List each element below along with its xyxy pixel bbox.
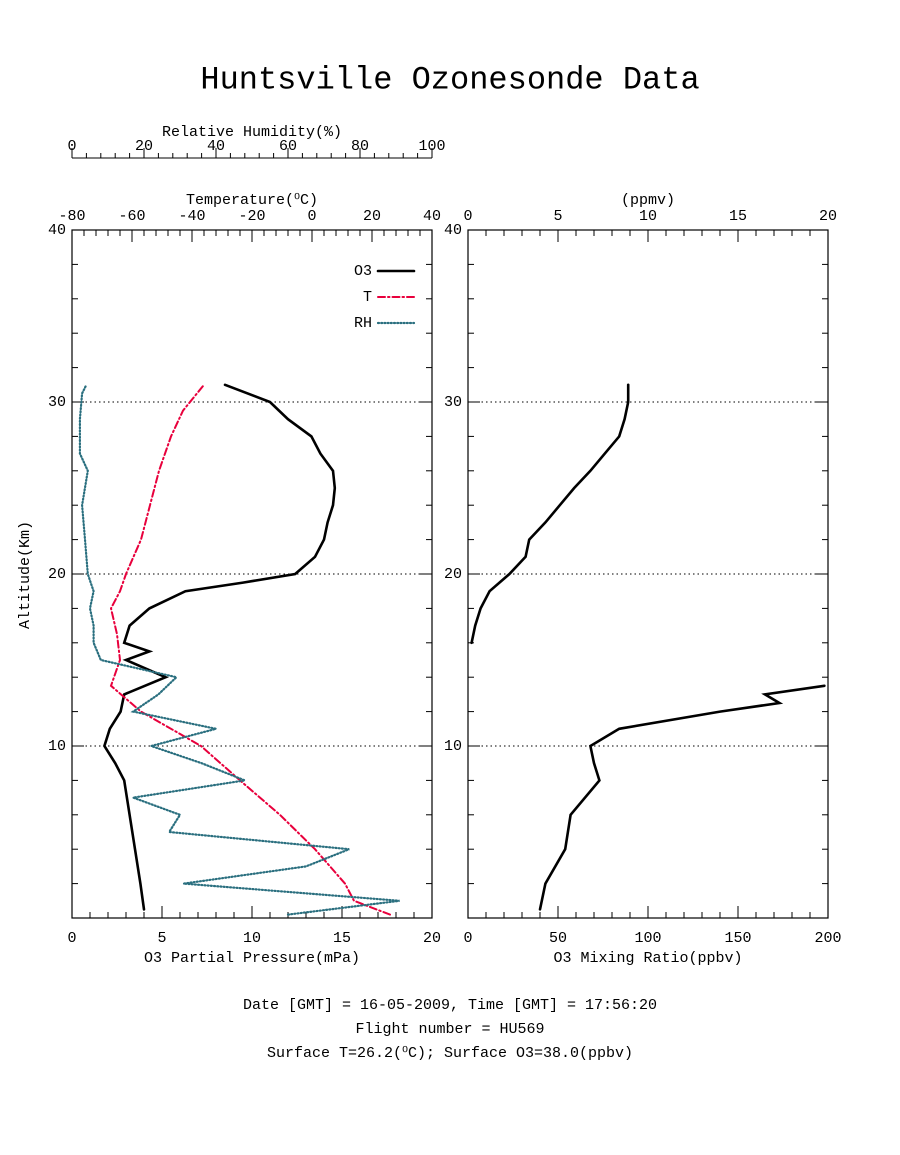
footer-line: Date [GMT] = 16-05-2009, Time [GMT] = 17… xyxy=(243,997,657,1014)
footer-line: Flight number = HU569 xyxy=(355,1021,544,1038)
y-tick-label: 30 xyxy=(444,394,462,411)
x3-axis-label: Relative Humidity(%) xyxy=(162,124,342,141)
x3-tick-label: 0 xyxy=(67,138,76,155)
y-tick-label: 20 xyxy=(444,566,462,583)
x2-axis-label: Temperature(⁰C) xyxy=(186,192,318,209)
profile-line xyxy=(102,383,337,911)
x2-tick-label: 15 xyxy=(729,208,747,225)
x-tick-label: 0 xyxy=(463,930,472,947)
legend-label: RH xyxy=(354,315,372,332)
x2-tick-label: 20 xyxy=(363,208,381,225)
legend-label: O3 xyxy=(354,263,372,280)
y-tick-label: 20 xyxy=(48,566,66,583)
y-axis-label: Altitude(Km) xyxy=(17,521,34,629)
x-tick-label: 20 xyxy=(423,930,441,947)
x2-tick-label: 40 xyxy=(423,208,441,225)
x-axis-label: O3 Mixing Ratio(ppbv) xyxy=(553,950,742,967)
x3-tick-label: 40 xyxy=(207,138,225,155)
y-tick-label: 40 xyxy=(444,222,462,239)
x-tick-label: 15 xyxy=(333,930,351,947)
x3-tick-label: 100 xyxy=(418,138,445,155)
profile-line xyxy=(109,383,391,916)
y-tick-label: 40 xyxy=(48,222,66,239)
x2-tick-label: -40 xyxy=(178,208,205,225)
profile-line xyxy=(538,684,826,911)
x-tick-label: 5 xyxy=(157,930,166,947)
x2-tick-label: 0 xyxy=(307,208,316,225)
x2-tick-label: -80 xyxy=(58,208,85,225)
x2-tick-label: 0 xyxy=(463,208,472,225)
x2-tick-label: 20 xyxy=(819,208,837,225)
x3-tick-label: 20 xyxy=(135,138,153,155)
x2-tick-label: 5 xyxy=(553,208,562,225)
x-tick-label: 150 xyxy=(724,930,751,947)
x-axis-label: O3 Partial Pressure(mPa) xyxy=(144,950,360,967)
profile-line xyxy=(78,383,400,916)
x2-tick-label: -20 xyxy=(238,208,265,225)
x2-tick-label: 10 xyxy=(639,208,657,225)
legend-label: T xyxy=(363,289,372,306)
x-tick-label: 0 xyxy=(67,930,76,947)
x-tick-label: 100 xyxy=(634,930,661,947)
chart-title: Huntsville Ozonesonde Data xyxy=(200,61,699,98)
y-tick-label: 10 xyxy=(48,738,66,755)
x-tick-label: 200 xyxy=(814,930,841,947)
y-tick-label: 30 xyxy=(48,394,66,411)
x-tick-label: 10 xyxy=(243,930,261,947)
x2-tick-label: -60 xyxy=(118,208,145,225)
footer-line: Surface T=26.2(⁰C); Surface O3=38.0(ppbv… xyxy=(267,1045,633,1062)
x2-axis-label: (ppmv) xyxy=(621,192,675,209)
x-tick-label: 50 xyxy=(549,930,567,947)
x3-tick-label: 80 xyxy=(351,138,369,155)
profile-line xyxy=(470,383,630,645)
x3-tick-label: 60 xyxy=(279,138,297,155)
y-tick-label: 10 xyxy=(444,738,462,755)
